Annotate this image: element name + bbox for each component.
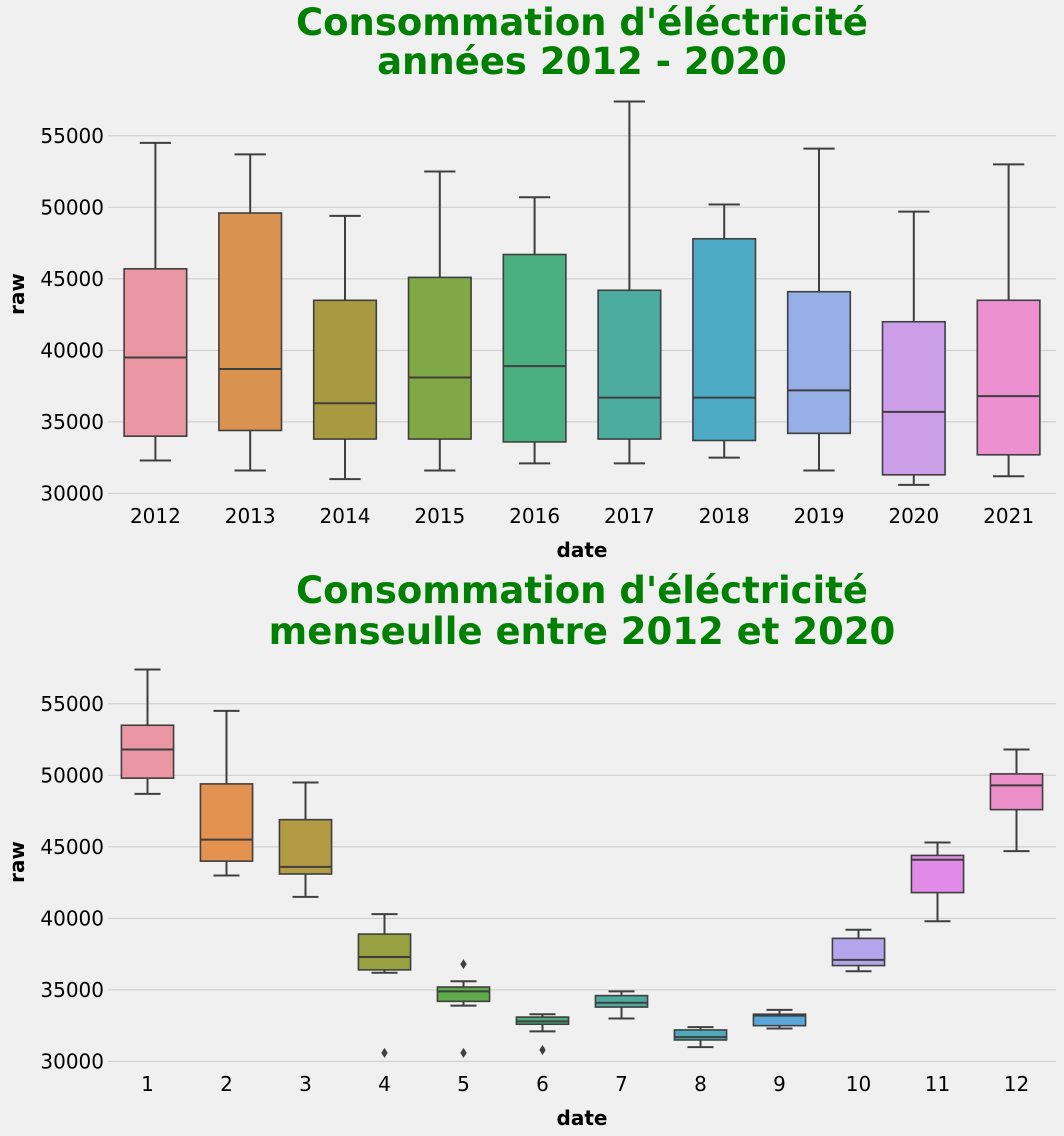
outlier-point (381, 1047, 388, 1058)
box-body (357, 933, 412, 971)
chart-title-line: Consommation d'éléctricité (296, 569, 868, 612)
x-tick-label: 2014 (320, 504, 371, 528)
x-axis-label: date (557, 1106, 608, 1130)
x-tick-label: 2015 (414, 504, 465, 528)
chart-title-line: menseulle entre 2012 et 2020 (269, 610, 896, 653)
box-body (120, 724, 175, 779)
box-body (502, 253, 567, 443)
y-tick-label: 55000 (40, 124, 104, 148)
chart-title: Consommation d'éléctricité années 2012 - … (296, 1, 868, 83)
y-axis-label: raw (5, 273, 29, 315)
x-axis-label: date (557, 538, 608, 562)
y-tick-label: 55000 (40, 692, 104, 716)
box-12 (989, 748, 1044, 853)
box-body (989, 773, 1044, 811)
box-body (692, 237, 757, 442)
y-tick-label: 30000 (40, 1049, 104, 1073)
outlier-point (460, 1047, 467, 1058)
y-tick-label: 45000 (40, 835, 104, 859)
y-tick-label: 50000 (40, 763, 104, 787)
x-tick-label: 2013 (225, 504, 276, 528)
y-axis-label: raw (5, 841, 29, 883)
x-tick-label: 2021 (983, 504, 1034, 528)
box-body (831, 937, 886, 967)
x-tick-label: 7 (615, 1072, 628, 1096)
chart-title-line: Consommation d'éléctricité (296, 1, 868, 44)
box-body (597, 289, 662, 440)
box-body (976, 299, 1041, 456)
box-body (910, 854, 965, 894)
box-2019 (786, 147, 852, 472)
x-tick-label: 2020 (888, 504, 939, 528)
x-tick-label: 11 (925, 1072, 950, 1096)
box-body (407, 276, 472, 440)
x-tick-label: 2016 (509, 504, 560, 528)
box-2016 (502, 196, 567, 465)
box-2014 (312, 214, 378, 481)
box-body (123, 268, 188, 437)
box-body (786, 290, 852, 435)
box-11 (910, 841, 965, 923)
x-tick-label: 12 (1004, 1072, 1029, 1096)
box-body (881, 320, 946, 476)
box-body (312, 299, 378, 440)
box-1 (120, 668, 175, 795)
box-7 (594, 990, 649, 1020)
y-tick-label: 35000 (40, 410, 104, 434)
box-2021 (976, 163, 1041, 478)
x-tick-label: 9 (773, 1072, 786, 1096)
x-tick-label: 1 (141, 1072, 154, 1096)
box-2012 (123, 141, 188, 462)
box-8 (673, 1026, 728, 1049)
chart-1: Consommation d'éléctricité années 2012 - … (5, 1, 1056, 562)
y-tick-label: 30000 (40, 481, 104, 505)
box-2015 (407, 170, 472, 472)
box-body (594, 994, 649, 1008)
x-tick-label: 8 (694, 1072, 707, 1096)
y-tick-label: 40000 (40, 906, 104, 930)
outlier-point (460, 959, 467, 970)
box-2 (199, 709, 254, 877)
box-2018 (692, 203, 757, 459)
y-tick-label: 40000 (40, 338, 104, 362)
box-body (673, 1029, 728, 1041)
box-body (436, 986, 491, 1003)
x-tick-label: 2017 (604, 504, 655, 528)
x-tick-label: 2019 (794, 504, 845, 528)
x-tick-label: 2 (220, 1072, 233, 1096)
chart-2: Consommation d'éléctricité menseulle entr… (5, 569, 1056, 1130)
y-tick-label: 45000 (40, 267, 104, 291)
chart-title: Consommation d'éléctricité menseulle entr… (269, 569, 896, 653)
chart-title-line: années 2012 - 2020 (377, 40, 787, 83)
box-2013 (218, 153, 283, 472)
x-tick-label: 5 (457, 1072, 470, 1096)
box-2017 (597, 100, 662, 465)
x-tick-label: 6 (536, 1072, 549, 1096)
box-4 (357, 913, 412, 1058)
x-tick-label: 4 (378, 1072, 391, 1096)
x-tick-label: 10 (846, 1072, 871, 1096)
box-6 (515, 1013, 570, 1055)
x-tick-label: 3 (299, 1072, 312, 1096)
x-tick-label: 2012 (130, 504, 181, 528)
box-10 (831, 928, 886, 973)
box-body (199, 783, 254, 862)
box-9 (752, 1008, 807, 1030)
box-body (278, 818, 333, 875)
x-tick-label: 2018 (699, 504, 750, 528)
box-body (218, 212, 283, 432)
box-body (752, 1013, 807, 1027)
box-2020 (881, 210, 946, 486)
y-tick-label: 50000 (40, 195, 104, 219)
y-tick-label: 35000 (40, 978, 104, 1002)
box-3 (278, 781, 333, 898)
box-5 (436, 959, 491, 1058)
outlier-point (539, 1044, 546, 1055)
